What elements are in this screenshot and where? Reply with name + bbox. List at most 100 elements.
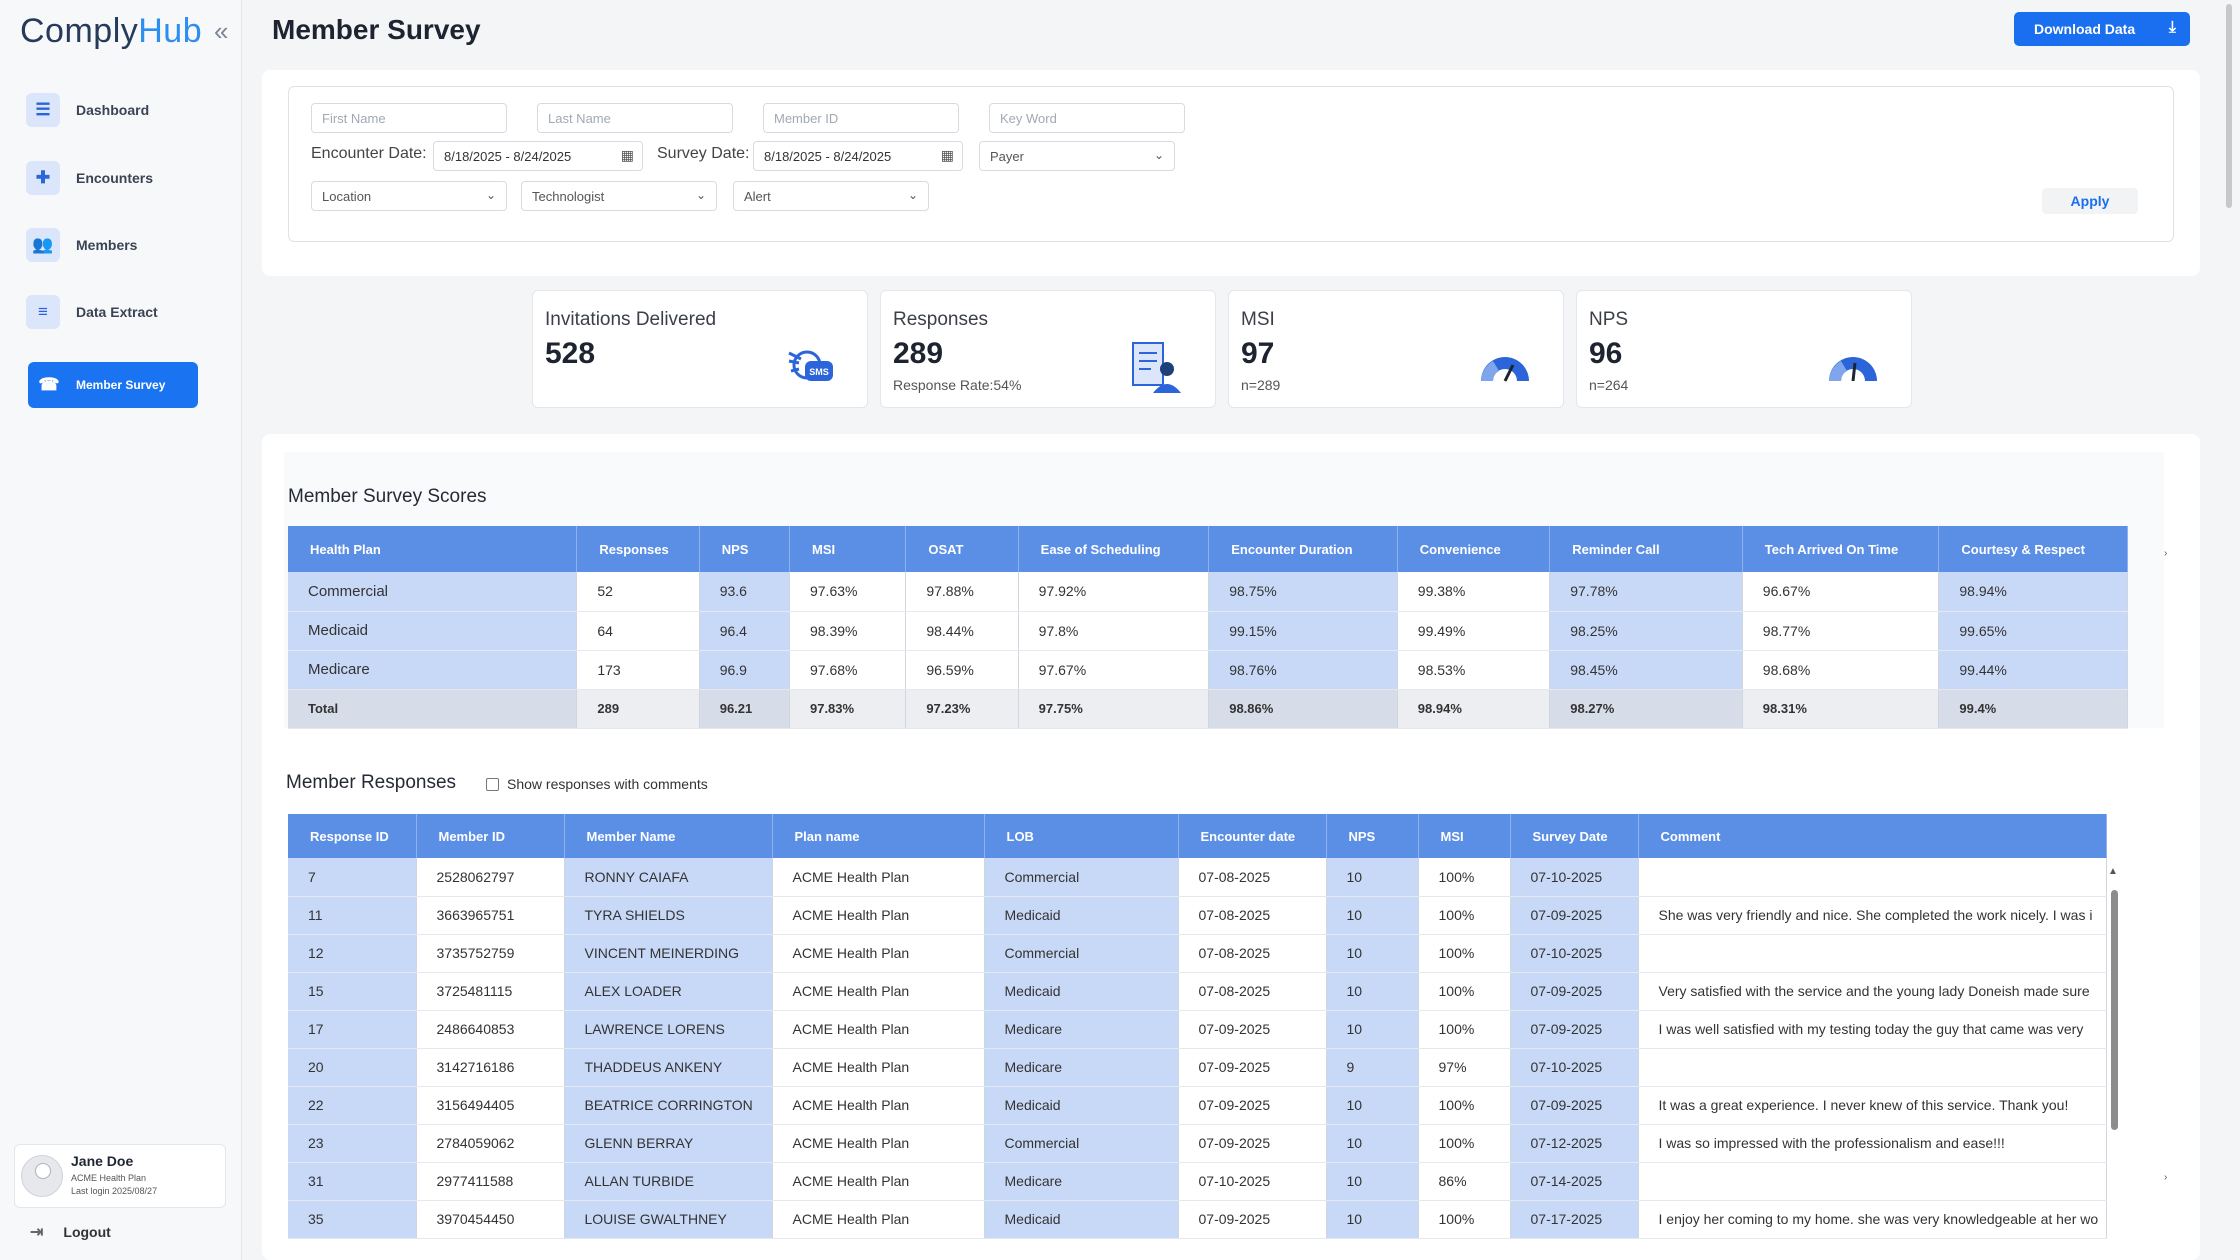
checkbox-box[interactable] bbox=[486, 777, 499, 791]
column-header[interactable]: Comment bbox=[1638, 814, 2107, 858]
scroll-up-icon[interactable]: ▲ bbox=[2108, 866, 2118, 877]
gauge-icon bbox=[1481, 357, 1529, 382]
kpi-title: MSI bbox=[1241, 309, 1275, 330]
user-card[interactable]: Jane Doe ACME Health Plan Last login 202… bbox=[14, 1144, 226, 1208]
collapse-sidebar-icon[interactable]: « bbox=[214, 16, 229, 46]
table-cell: 98.45% bbox=[1549, 650, 1743, 690]
table-cell: 10 bbox=[1326, 934, 1419, 973]
calendar-icon[interactable]: ▦ bbox=[620, 147, 634, 163]
technologist-select[interactable]: Technologist ⌄ bbox=[521, 181, 717, 211]
medical-bag-icon: ✚ bbox=[26, 161, 60, 195]
table-cell bbox=[1638, 858, 2107, 897]
table-cell: 07-08-2025 bbox=[1178, 896, 1327, 935]
sidebar-item-members[interactable]: 👥 Members bbox=[26, 223, 198, 267]
column-header[interactable]: Responses bbox=[576, 526, 700, 572]
user-plan: ACME Health Plan bbox=[71, 1173, 147, 1183]
column-header[interactable]: MSI bbox=[1418, 814, 1511, 858]
location-select-value: Location bbox=[322, 189, 372, 204]
keyword-input[interactable]: Key Word bbox=[989, 103, 1185, 133]
column-header[interactable]: Ease of Scheduling bbox=[1018, 526, 1210, 572]
column-header[interactable]: Encounter date bbox=[1178, 814, 1327, 858]
column-header[interactable]: OSAT bbox=[905, 526, 1019, 572]
column-header[interactable]: Member ID bbox=[416, 814, 565, 858]
column-header[interactable]: Convenience bbox=[1397, 526, 1551, 572]
table-cell: 07-09-2025 bbox=[1178, 1086, 1327, 1125]
table-cell: 98.86% bbox=[1208, 689, 1398, 729]
table-cell: Commercial bbox=[984, 1124, 1179, 1163]
column-header[interactable]: LOB bbox=[984, 814, 1179, 858]
column-header[interactable]: Member Name bbox=[564, 814, 773, 858]
survey-date-input[interactable]: 8/18/2025 - 8/24/2025 ▦ bbox=[753, 141, 963, 171]
encounter-date-input[interactable]: 8/18/2025 - 8/24/2025 ▦ bbox=[433, 141, 643, 171]
table-cell: 100% bbox=[1418, 1086, 1511, 1125]
table-row: Medicaid 64 96.4 98.39% 98.44% 97.8% 99.15% 99.… bbox=[288, 611, 2128, 651]
table-cell: ACME Health Plan bbox=[772, 1010, 985, 1049]
column-header[interactable]: Response ID bbox=[288, 814, 417, 858]
table-row[interactable]: 31 2977411588 ALLAN TURBIDE ACME Health Pla… bbox=[288, 1162, 2107, 1201]
table-row[interactable]: 15 3725481115 ALEX LOADER ACME Health Plan M… bbox=[288, 972, 2107, 1011]
table-row[interactable]: 20 3142716186 THADDEUS ANKENY ACME Health P… bbox=[288, 1048, 2107, 1087]
kpi-card-msi: MSI 97 n=289 bbox=[1228, 290, 1564, 408]
show-comments-checkbox[interactable]: Show responses with comments bbox=[486, 776, 708, 792]
column-header[interactable]: Plan name bbox=[772, 814, 985, 858]
table-cell: 07-08-2025 bbox=[1178, 934, 1327, 973]
brand-logo[interactable]: ComplyHub bbox=[20, 12, 202, 51]
brand-logo-part1: Comply bbox=[20, 12, 139, 50]
sidebar-item-dashboard[interactable]: ☰ Dashboard bbox=[26, 88, 198, 132]
table-cell: 97.75% bbox=[1018, 689, 1210, 729]
kpi-sub: n=289 bbox=[1241, 377, 1281, 393]
table-scrollbar[interactable]: ▲ bbox=[2108, 866, 2120, 1260]
column-header[interactable]: MSI bbox=[789, 526, 907, 572]
sms-icon: SMS bbox=[788, 350, 833, 381]
table-row[interactable]: 22 3156494405 BEATRICE CORRINGTON ACME Heal… bbox=[288, 1086, 2107, 1125]
table-cell: 97.67% bbox=[1018, 650, 1210, 690]
table-cell: BEATRICE CORRINGTON bbox=[564, 1086, 773, 1125]
table-row: Commercial 52 93.6 97.63% 97.88% 97.92% 98.75%… bbox=[288, 572, 2128, 612]
table-row[interactable]: 7 2528062797 RONNY CAIAFA ACME Health Plan C… bbox=[288, 858, 2107, 897]
sidebar-item-member-survey[interactable]: ☎ Member Survey bbox=[28, 362, 198, 408]
download-data-button[interactable]: Download Data ⤓ bbox=[2014, 12, 2190, 46]
member-id-input[interactable]: Member ID bbox=[763, 103, 959, 133]
brand-logo-part2: Hub bbox=[138, 12, 203, 50]
sidebar-item-label: Data Extract bbox=[76, 304, 158, 320]
page-scrollbar[interactable] bbox=[2222, 0, 2234, 210]
table-cell: 10 bbox=[1326, 1124, 1419, 1163]
chevron-down-icon: ⌄ bbox=[695, 188, 706, 202]
table-row[interactable]: 12 3735752759 VINCENT MEINERDING ACME Healt… bbox=[288, 934, 2107, 973]
table-cell: 07-14-2025 bbox=[1510, 1162, 1639, 1201]
logout-button[interactable]: ⇥ Logout bbox=[30, 1222, 111, 1242]
column-header[interactable]: Survey Date bbox=[1510, 814, 1639, 858]
table-row[interactable]: 17 2486640853 LAWRENCE LORENS ACME Health P… bbox=[288, 1010, 2107, 1049]
table-row[interactable]: 35 3970454450 LOUISE GWALTHNEY ACME Health … bbox=[288, 1200, 2107, 1239]
payer-select[interactable]: Payer ⌄ bbox=[979, 141, 1175, 171]
location-select[interactable]: Location ⌄ bbox=[311, 181, 507, 211]
alert-select[interactable]: Alert ⌄ bbox=[733, 181, 929, 211]
column-header[interactable]: Encounter Duration bbox=[1208, 526, 1398, 572]
last-name-input[interactable]: Last Name bbox=[537, 103, 733, 133]
column-header[interactable]: NPS bbox=[699, 526, 790, 572]
table-row[interactable]: 23 2784059062 GLENN BERRAY ACME Health Plan… bbox=[288, 1124, 2107, 1163]
survey-date-label: Survey Date: bbox=[657, 145, 750, 162]
column-header[interactable]: Reminder Call bbox=[1549, 526, 1743, 572]
apply-button[interactable]: Apply bbox=[2042, 188, 2138, 214]
table-cell: Medicaid bbox=[984, 972, 1179, 1011]
table-cell: 97.88% bbox=[905, 572, 1019, 612]
calendar-icon[interactable]: ▦ bbox=[940, 147, 954, 163]
kpi-value: 528 bbox=[545, 337, 596, 370]
scroll-right-icon[interactable]: › bbox=[2164, 1172, 2168, 1183]
survey-icon: ☎ bbox=[38, 375, 60, 394]
sidebar-item-encounters[interactable]: ✚ Encounters bbox=[26, 156, 198, 200]
table-row[interactable]: 11 3663965751 TYRA SHIELDS ACME Health Plan… bbox=[288, 896, 2107, 935]
table-cell: ACME Health Plan bbox=[772, 1086, 985, 1125]
column-header[interactable]: NPS bbox=[1326, 814, 1419, 858]
sidebar: ComplyHub « ☰ Dashboard ✚ Encounters 👥 M… bbox=[0, 0, 242, 1260]
column-header[interactable]: Tech Arrived On Time bbox=[1742, 526, 1940, 572]
scroll-right-icon[interactable]: › bbox=[2164, 548, 2168, 559]
sidebar-item-data-extract[interactable]: ≡ Data Extract bbox=[26, 290, 198, 334]
column-header[interactable]: Courtesy & Respect bbox=[1938, 526, 2128, 572]
first-name-input[interactable]: First Name bbox=[311, 103, 507, 133]
table-cell: 97.78% bbox=[1549, 572, 1743, 612]
table-cell: 07-17-2025 bbox=[1510, 1200, 1639, 1239]
scrollbar-thumb[interactable] bbox=[2111, 890, 2118, 1130]
column-header[interactable]: Health Plan bbox=[288, 526, 578, 572]
